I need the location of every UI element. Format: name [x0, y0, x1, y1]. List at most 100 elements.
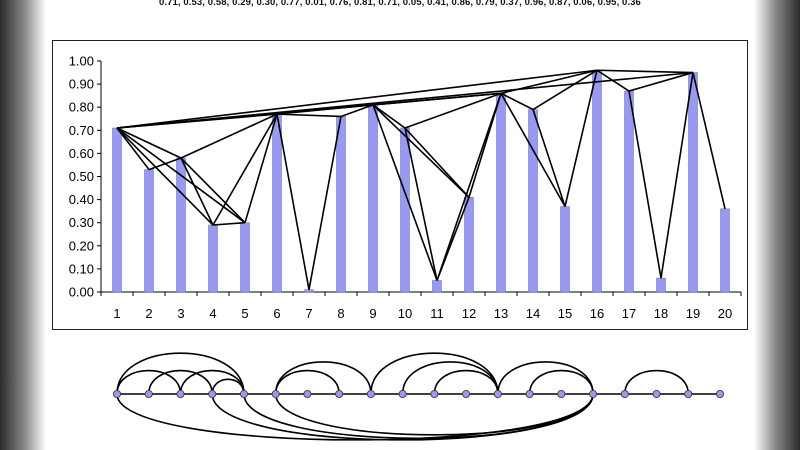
visibility-edge: [404, 127, 438, 281]
y-tick-label: 0.20: [69, 238, 94, 253]
arc-upper: [211, 378, 245, 395]
visibility-edge: [692, 72, 726, 210]
visibility-edge: [628, 90, 662, 279]
visibility-edge: [180, 113, 278, 159]
arc-node: [589, 390, 598, 399]
x-tick-label: 3: [177, 306, 184, 321]
arc-upper: [274, 369, 340, 395]
visibility-edge: [532, 109, 566, 207]
y-tick-label: 0.90: [69, 77, 94, 92]
y-tick-label: 0.70: [69, 123, 94, 138]
arc-node: [716, 390, 725, 399]
bar-1: [112, 127, 122, 293]
x-tick-label: 10: [398, 306, 412, 321]
bar-6: [272, 113, 282, 293]
visibility-edge: [372, 104, 406, 129]
x-tick-label: 12: [462, 306, 476, 321]
visibility-edge: [532, 69, 598, 111]
arc-upper: [433, 369, 499, 395]
y-tick-label: 0.40: [69, 192, 94, 207]
x-tick-label: 17: [622, 306, 636, 321]
arc-lower: [211, 393, 594, 441]
visibility-edge: [404, 92, 502, 129]
bar-9: [368, 104, 378, 293]
visibility-edge: [596, 69, 694, 74]
arc-upper: [274, 361, 372, 395]
x-tick-label: 20: [718, 306, 732, 321]
arc-node: [652, 390, 661, 399]
visibility-edge: [660, 72, 694, 279]
visibility-edge: [276, 113, 342, 118]
bar-11: [432, 280, 442, 293]
visibility-edge: [116, 127, 214, 226]
x-tick-label: 4: [209, 306, 216, 321]
visibility-edge: [404, 127, 470, 198]
bar-18: [656, 277, 666, 293]
bar-13: [496, 93, 506, 293]
bar-20: [720, 208, 730, 293]
left-shadow: [0, 0, 46, 450]
y-tick-label: 0.00: [69, 285, 94, 300]
visibility-edge: [116, 127, 182, 159]
visibility-edge: [628, 71, 694, 92]
visibility-edge: [340, 104, 374, 118]
arc-node: [271, 390, 280, 399]
y-tick-label: 0.60: [69, 146, 94, 161]
visibility-edge: [500, 92, 534, 111]
bar-16: [592, 69, 602, 293]
visibility-edge: [116, 71, 694, 129]
arc-diagram: [113, 352, 725, 441]
arc-upper: [147, 369, 214, 395]
bar-10: [400, 127, 410, 293]
arc-node: [620, 390, 629, 399]
arc-node: [525, 390, 534, 399]
y-tick-label: 0.80: [69, 100, 94, 115]
bar-14: [528, 109, 538, 293]
y-tick-label: 0.50: [69, 169, 94, 184]
visibility-edge: [148, 157, 182, 171]
x-tick-label: 6: [273, 306, 280, 321]
arc-node: [366, 390, 375, 399]
x-tick-label: 14: [526, 306, 540, 321]
visibility-edge: [276, 104, 374, 115]
bar-17: [624, 90, 634, 293]
arc-node: [462, 390, 471, 399]
right-shadow: [754, 0, 800, 450]
visibility-edge: [308, 116, 342, 290]
arc-node: [176, 390, 185, 399]
visibility-edge: [436, 93, 502, 281]
arc-node: [335, 390, 344, 399]
arc-lower: [274, 393, 594, 436]
arc-node: [493, 390, 502, 399]
y-tick-label: 0.10: [69, 261, 94, 276]
visibility-bar-chart: 0.00 0.10 0.20 0.30 0.40 0.50 0.60 0.70 0.80 0.90…: [69, 54, 742, 321]
arc-upper: [116, 369, 182, 395]
values-header: 0.71, 0.53, 0.58, 0.29, 0.30, 0.77, 0.01…: [159, 0, 641, 8]
x-tick-label: 9: [369, 306, 376, 321]
visibility-edge: [244, 113, 278, 223]
bar-12: [464, 197, 474, 293]
x-tick-label: 7: [305, 306, 312, 321]
y-tick-label: 1.00: [69, 54, 94, 69]
visibility-edge: [596, 69, 630, 92]
x-tick-label: 13: [494, 306, 508, 321]
visibility-edge: [372, 104, 438, 281]
arc-upper: [528, 369, 594, 395]
arc-lower: [116, 393, 594, 441]
visibility-edge: [372, 104, 470, 198]
visibility-edge: [564, 70, 598, 207]
bar-8: [336, 116, 346, 293]
x-tick-label: 8: [337, 306, 344, 321]
arc-node: [113, 390, 122, 399]
bar-2: [144, 169, 154, 293]
arc-node: [303, 390, 312, 399]
x-tick-label: 5: [241, 306, 248, 321]
arc-node: [239, 390, 248, 399]
arc-upper: [116, 352, 245, 395]
x-tick-label: 16: [590, 306, 604, 321]
bar-7: [304, 289, 314, 293]
visibility-edge: [500, 92, 566, 207]
visibility-edge: [372, 92, 502, 106]
visibility-edge: [180, 157, 214, 226]
x-tick-label: 15: [558, 306, 572, 321]
